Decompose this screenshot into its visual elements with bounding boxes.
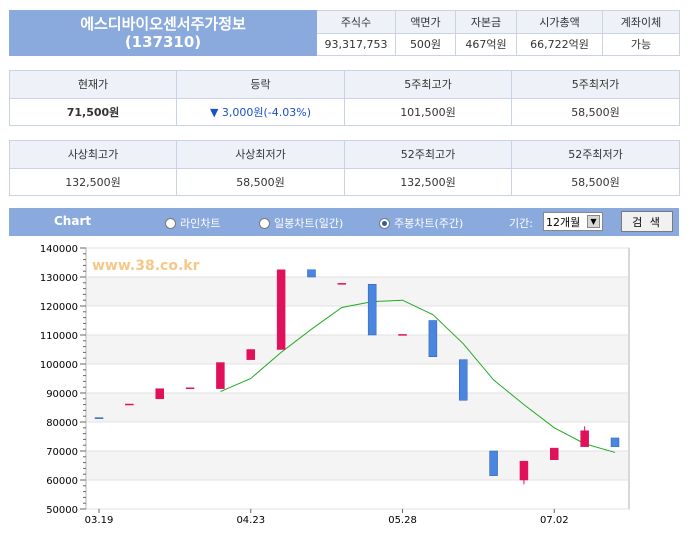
radio-weekly-chart[interactable]: 주봉차트(주간) xyxy=(379,215,463,231)
grid-band xyxy=(87,335,628,364)
market-cap-value: 66,722억원 xyxy=(516,32,603,56)
period-label: 기간: xyxy=(509,217,533,230)
transfer-header: 계좌이체 xyxy=(602,10,680,34)
x-tick-label: 05.28 xyxy=(388,515,417,526)
alltime-low-header: 사상최저가 xyxy=(176,140,345,169)
radio-daily-chart[interactable]: 일봉차트(일간) xyxy=(259,215,343,231)
capital-header: 자본금 xyxy=(455,10,517,34)
change-value: ▼ 3,000원(-4.03%) xyxy=(176,97,345,126)
candle-down xyxy=(458,359,468,401)
stock-title-cell: 에스디바이오센서주가정보 (137310) xyxy=(9,10,317,56)
y-tick-label: 70000 xyxy=(46,447,78,458)
records-table: 사상최고가 사상최저가 52주최고가 52주최저가 132,500원 58,50… xyxy=(9,140,680,196)
y-tick-label: 100000 xyxy=(40,360,78,371)
market-cap-header: 시가총액 xyxy=(516,10,603,34)
low-5week-header: 5주최저가 xyxy=(511,70,680,99)
radio-weekly-dot[interactable] xyxy=(379,217,390,229)
candle-up xyxy=(580,430,589,447)
current-price-header: 현재가 xyxy=(9,70,177,99)
change-header: 등락 xyxy=(176,70,345,99)
radio-line-chart[interactable]: 라인차트 xyxy=(165,215,220,231)
period-select[interactable]: 12개월 ▼ xyxy=(543,212,603,231)
grid-band xyxy=(87,277,628,306)
grid-band xyxy=(87,393,628,422)
candle-up xyxy=(125,403,134,406)
alltime-high-header: 사상최고가 xyxy=(9,140,177,169)
high-52week-value: 132,500원 xyxy=(344,167,512,196)
alltime-low-value: 58,500원 xyxy=(176,167,345,196)
candle-down xyxy=(367,284,377,336)
candle-up xyxy=(398,334,407,336)
low-52week-value: 58,500원 xyxy=(511,167,680,196)
y-tick-label: 80000 xyxy=(46,418,78,429)
low-52week-header: 52주최저가 xyxy=(511,140,680,169)
radio-weekly-label: 주봉차트(주간) xyxy=(394,217,464,230)
price-chart: 50000 60000 70000 80000 90000 100000 110000 120… xyxy=(40,244,630,526)
candle-up xyxy=(276,269,286,350)
chevron-down-icon[interactable]: ▼ xyxy=(587,215,600,228)
x-tick-label: 07.02 xyxy=(540,515,569,526)
candle-up xyxy=(216,362,225,389)
par-value-value: 500원 xyxy=(395,32,456,56)
candle-up xyxy=(155,388,164,400)
capital-value: 467억원 xyxy=(455,32,517,56)
radio-line-dot[interactable] xyxy=(165,217,176,229)
y-tick-label: 90000 xyxy=(46,389,78,400)
x-tick-label: 03.19 xyxy=(85,515,114,526)
y-tick-label: 60000 xyxy=(46,476,78,487)
current-price-value: 71,500원 xyxy=(9,97,177,126)
chart-toolbar: Chart 라인차트 일봉차트(일간) 주봉차트(주간) 기간: 12개월 ▼ … xyxy=(9,208,679,236)
period-select-value: 12개월 xyxy=(546,215,581,229)
y-tick-label: 120000 xyxy=(40,302,78,313)
y-tick-label: 140000 xyxy=(40,244,78,255)
watermark: www.38.co.kr xyxy=(92,258,200,274)
chart-label: Chart xyxy=(54,214,92,228)
moving-average-line xyxy=(220,299,616,453)
candle-up xyxy=(185,387,195,390)
x-tick-label: 04.23 xyxy=(236,515,265,526)
grid-band xyxy=(87,451,628,480)
transfer-value: 가능 xyxy=(602,32,680,56)
shares-value: 93,317,753 xyxy=(316,32,396,56)
y-tick-label: 130000 xyxy=(40,273,78,284)
search-button[interactable]: 검 색 xyxy=(621,211,673,232)
stock-info-table: 에스디바이오센서주가정보 (137310) 주식수 액면가 자본금 시가총액 계… xyxy=(9,10,680,56)
high-5week-header: 5주최고가 xyxy=(344,70,512,99)
price-table: 현재가 등락 5주최고가 5주최저가 71,500원 ▼ 3,000원(-4.0… xyxy=(9,70,680,126)
y-tick-label: 110000 xyxy=(40,331,78,342)
radio-daily-label: 일봉차트(일간) xyxy=(274,217,344,230)
alltime-high-value: 132,500원 xyxy=(9,167,177,196)
candle-up xyxy=(337,283,347,285)
high-52week-header: 52주최고가 xyxy=(344,140,512,169)
y-tick-label: 50000 xyxy=(46,505,78,516)
stock-code: (137310) xyxy=(124,33,202,51)
candle-up xyxy=(519,460,529,481)
candle-down xyxy=(610,437,620,447)
stock-name: 에스디바이오센서주가정보 xyxy=(80,15,246,33)
radio-line-label: 라인차트 xyxy=(180,217,221,230)
candle-down xyxy=(428,320,438,357)
candle-down xyxy=(489,450,498,476)
candle-up xyxy=(246,349,256,360)
candle-down xyxy=(94,417,104,419)
high-5week-value: 101,500원 xyxy=(344,97,512,126)
par-value-header: 액면가 xyxy=(395,10,456,34)
shares-header: 주식수 xyxy=(316,10,396,34)
low-5week-value: 58,500원 xyxy=(511,97,680,126)
radio-daily-dot[interactable] xyxy=(259,217,270,229)
candle-down xyxy=(307,269,316,278)
candle-up xyxy=(550,447,559,460)
